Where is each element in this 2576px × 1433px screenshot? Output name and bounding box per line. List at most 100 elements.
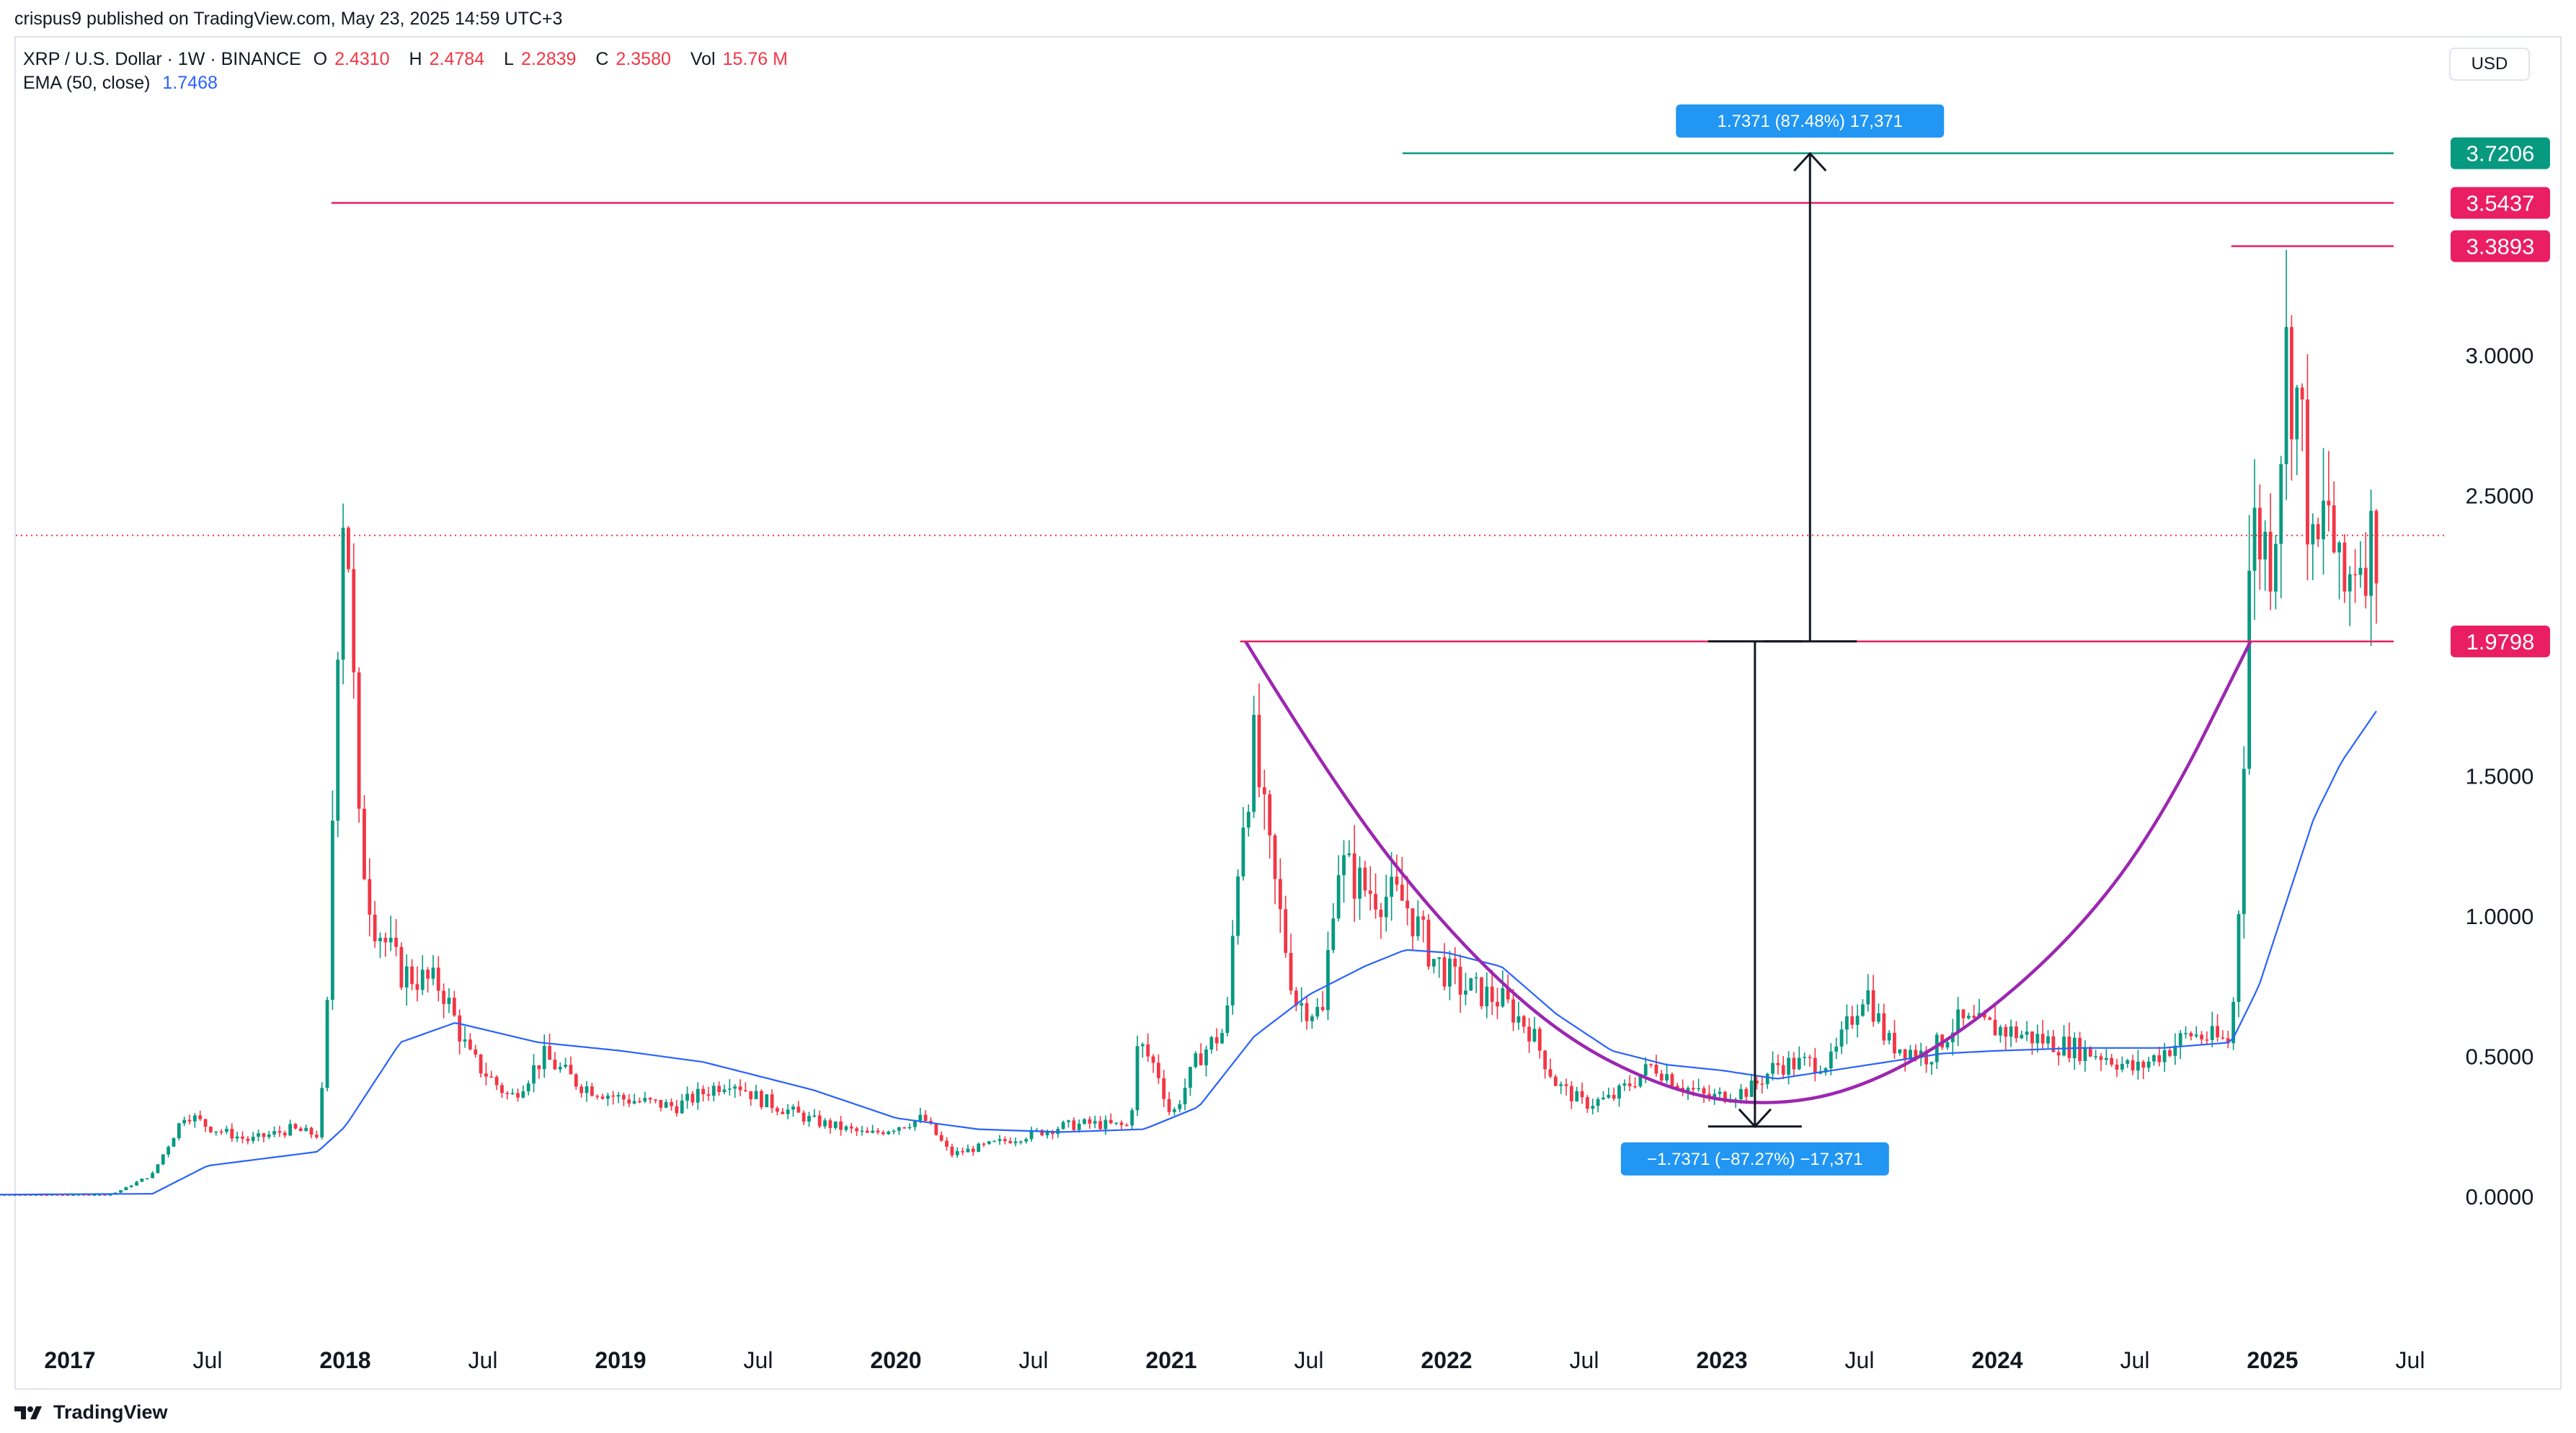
y-tick-label: 0.5000 bbox=[2466, 1044, 2534, 1070]
candle-body bbox=[1527, 1026, 1531, 1042]
ema-label: EMA (50, close) bbox=[23, 73, 151, 93]
candle-body bbox=[1602, 1097, 1605, 1099]
candle-body bbox=[156, 1164, 160, 1174]
candle-body bbox=[817, 1115, 822, 1127]
measure-box[interactable] bbox=[1620, 1142, 1889, 1176]
candle-body bbox=[2295, 387, 2299, 440]
candle-body bbox=[1013, 1141, 1018, 1143]
x-tick-label: 2019 bbox=[595, 1347, 646, 1373]
candle-body bbox=[1421, 916, 1426, 920]
x-tick-label: 2020 bbox=[870, 1347, 921, 1373]
candle-body bbox=[1850, 1016, 1855, 1025]
candle-body bbox=[701, 1088, 705, 1095]
candle-body bbox=[738, 1086, 742, 1091]
measure-box[interactable] bbox=[1676, 104, 1945, 138]
candle-body bbox=[76, 1194, 81, 1196]
x-tick-label: Jul bbox=[193, 1347, 223, 1373]
price-tag-label: 3.3893 bbox=[2466, 234, 2535, 259]
measure-label: 1.7371 (87.48%) 17,371 bbox=[1717, 112, 1903, 131]
candle-body bbox=[696, 1088, 700, 1103]
candle-body bbox=[135, 1181, 138, 1186]
candle-body bbox=[1914, 1050, 1918, 1058]
candle-body bbox=[2004, 1026, 2008, 1037]
candle-body bbox=[2015, 1026, 2018, 1039]
candle-body bbox=[855, 1128, 859, 1132]
candle-body bbox=[1665, 1074, 1669, 1081]
candle-body bbox=[1755, 1081, 1759, 1084]
candle-body bbox=[595, 1096, 600, 1097]
candle-body bbox=[288, 1124, 292, 1136]
candle-body bbox=[1855, 1016, 1860, 1025]
candle-body bbox=[2322, 500, 2325, 540]
candle-body bbox=[1146, 1044, 1150, 1057]
candle-body bbox=[1586, 1097, 1589, 1109]
candle-body bbox=[1638, 1075, 1643, 1087]
candle-body bbox=[2035, 1034, 2040, 1044]
candle-body bbox=[2178, 1033, 2182, 1046]
symbol-name[interactable]: XRP / U.S. Dollar · 1W · BINANCE bbox=[23, 49, 301, 69]
candle-body bbox=[643, 1098, 647, 1101]
candle-body bbox=[1607, 1094, 1611, 1098]
candle-body bbox=[1103, 1119, 1108, 1130]
candle-body bbox=[648, 1098, 652, 1100]
tradingview-logo-icon bbox=[14, 1406, 42, 1419]
candle-body bbox=[2242, 768, 2246, 915]
candle-body bbox=[103, 1194, 107, 1196]
candle-body bbox=[770, 1094, 774, 1109]
candle-body bbox=[754, 1091, 758, 1099]
candle-body bbox=[172, 1138, 176, 1147]
candle-body bbox=[352, 569, 356, 673]
open-value: 2.4310 bbox=[334, 49, 390, 69]
candle-body bbox=[611, 1095, 616, 1097]
ema-legend[interactable]: EMA (50, close) 1.7468 bbox=[23, 73, 225, 94]
candle-body bbox=[2152, 1055, 2156, 1062]
candle-body bbox=[2062, 1037, 2066, 1056]
candle-body bbox=[1627, 1083, 1632, 1086]
candle-body bbox=[2115, 1064, 2119, 1070]
candle-body bbox=[654, 1099, 657, 1101]
price-tag bbox=[2451, 625, 2550, 657]
candle-body bbox=[2051, 1036, 2056, 1052]
x-tick-label: 2023 bbox=[1696, 1347, 1747, 1373]
candle-body bbox=[341, 528, 345, 660]
candle-body bbox=[887, 1131, 891, 1135]
candle-body bbox=[548, 1046, 551, 1060]
candle-body bbox=[2374, 510, 2379, 584]
candle-body bbox=[1262, 787, 1266, 794]
tradingview-brand[interactable]: TradingView bbox=[14, 1401, 168, 1424]
candle-body bbox=[569, 1065, 573, 1075]
candle-body bbox=[1315, 1007, 1320, 1017]
candle-body bbox=[1045, 1131, 1049, 1135]
candle-body bbox=[796, 1106, 801, 1113]
candle-body bbox=[2040, 1034, 2045, 1044]
candle-body bbox=[1209, 1037, 1214, 1050]
candle-body bbox=[357, 672, 361, 809]
candle-body bbox=[2257, 507, 2262, 560]
candle-body bbox=[776, 1108, 779, 1112]
price-tag-label: 1.9798 bbox=[2466, 629, 2535, 655]
candle-body bbox=[1178, 1104, 1182, 1109]
candle-body bbox=[1305, 1003, 1309, 1021]
candle-body bbox=[2284, 327, 2288, 464]
candle-body bbox=[1278, 879, 1282, 910]
candle-body bbox=[1537, 1029, 1542, 1051]
x-tick-label: 2017 bbox=[44, 1347, 95, 1373]
candle-body bbox=[1320, 1007, 1325, 1011]
candle-body bbox=[1458, 967, 1462, 995]
candle-body bbox=[2226, 1038, 2230, 1044]
candle-body bbox=[1300, 1003, 1304, 1006]
currency-button[interactable]: USD bbox=[2449, 48, 2530, 81]
candle-body bbox=[1744, 1088, 1749, 1097]
candle-body bbox=[945, 1140, 949, 1147]
candle-body bbox=[219, 1131, 223, 1133]
candle-body bbox=[1352, 853, 1356, 899]
candle-body bbox=[92, 1194, 97, 1196]
candle-body bbox=[214, 1131, 218, 1133]
candle-body bbox=[1040, 1130, 1044, 1135]
candle-body bbox=[1442, 957, 1447, 987]
candle-body bbox=[2279, 463, 2283, 544]
candle-body bbox=[950, 1146, 954, 1155]
candle-body bbox=[1236, 876, 1240, 936]
candle-body bbox=[510, 1093, 515, 1095]
